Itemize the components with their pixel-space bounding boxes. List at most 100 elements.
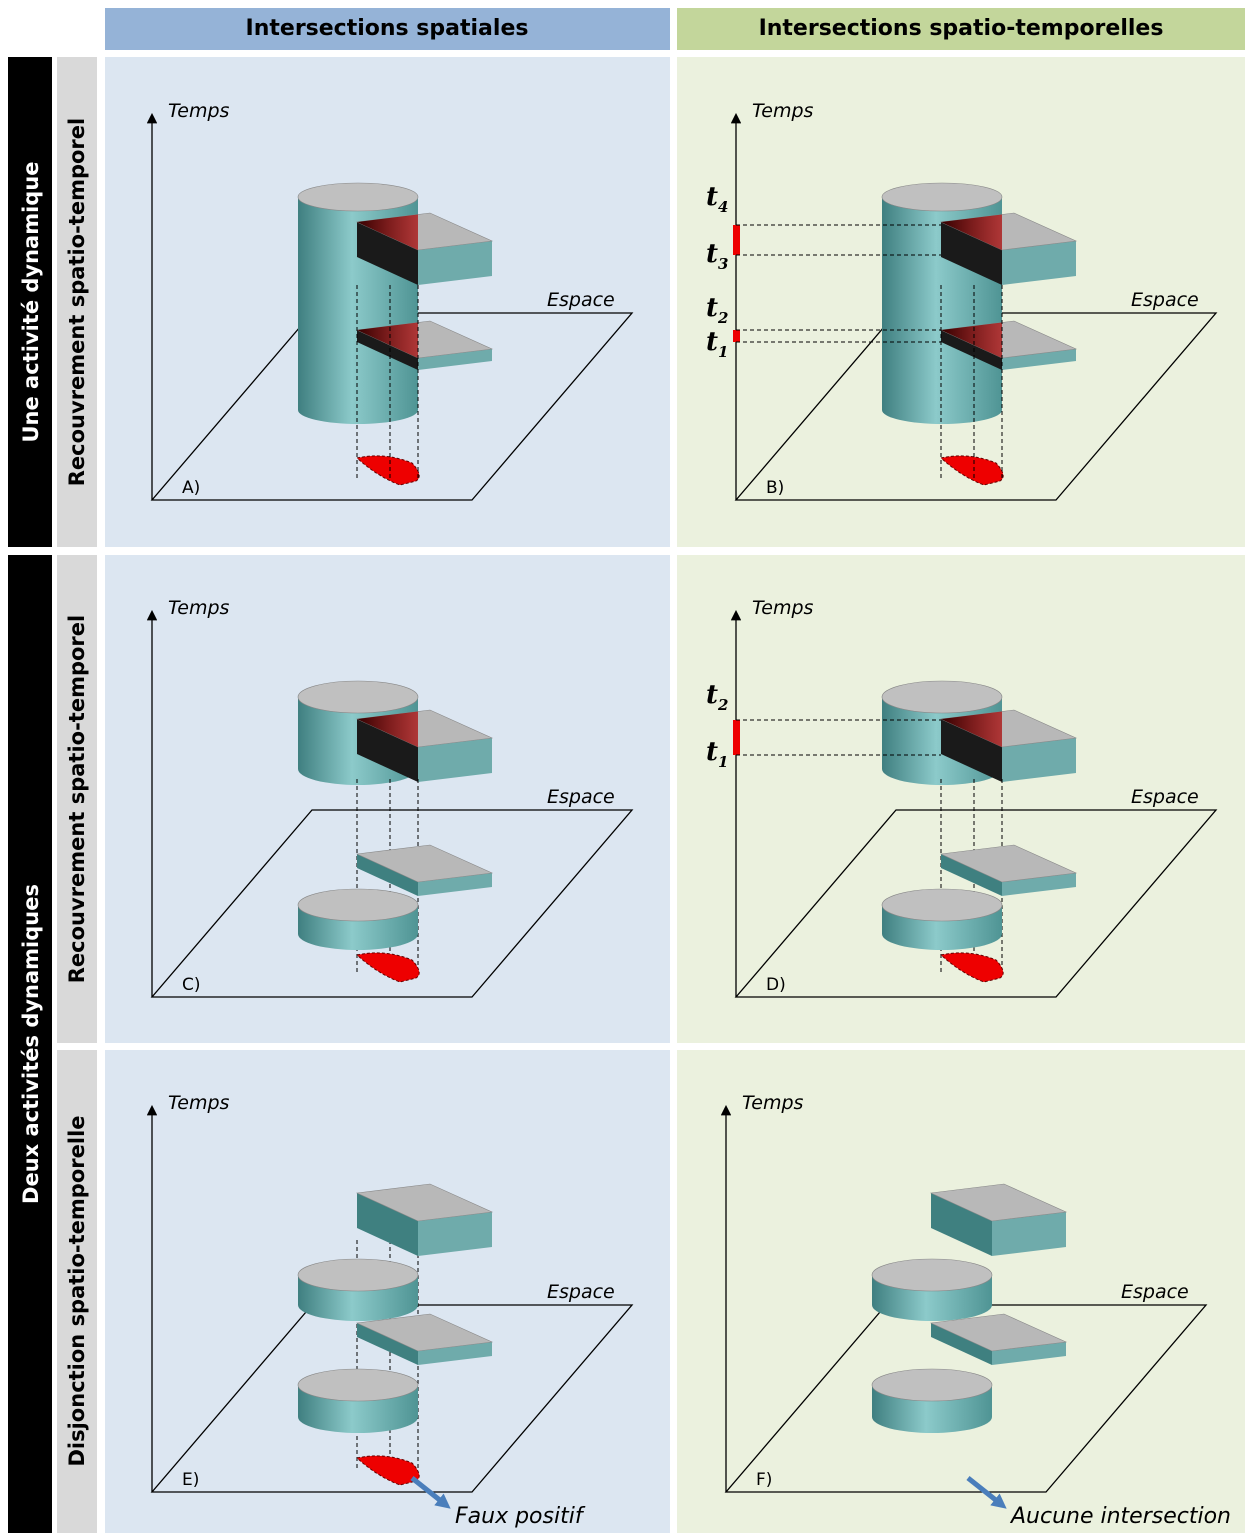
box-side — [931, 1193, 992, 1256]
time-interval — [733, 720, 740, 755]
box-top — [355, 1183, 494, 1222]
panel-label: E) — [182, 1470, 199, 1490]
intersection-footprint — [939, 455, 1004, 486]
axis-label: Temps — [752, 100, 814, 122]
axis-label: Temps — [168, 597, 230, 619]
cylinder-top — [871, 1258, 993, 1292]
box-side — [418, 1342, 492, 1365]
note: Faux positif — [455, 1504, 586, 1529]
cylinder-top — [297, 888, 419, 922]
arrow — [966, 1476, 1007, 1509]
intersection — [941, 711, 1002, 747]
column-header: Intersections spatiales — [246, 16, 529, 41]
arrow — [410, 1476, 451, 1509]
time-letter: t — [706, 239, 718, 269]
panel: Temps Espace F) Aucune intersection — [720, 1092, 1231, 1529]
intersection-footprint — [939, 952, 1004, 983]
panel: Temps Espace C) — [146, 597, 634, 998]
intersection — [357, 711, 418, 747]
cylinder-top — [297, 1368, 419, 1402]
intersection-footprint — [355, 455, 420, 486]
box-side — [418, 349, 492, 370]
panel-label: C) — [182, 975, 201, 995]
axis-label: Espace — [547, 1281, 615, 1303]
box-side — [992, 1212, 1066, 1256]
box-top — [929, 1313, 1068, 1352]
box-side — [941, 854, 1002, 896]
time-letter: t — [706, 680, 718, 710]
time-label: t2 — [706, 293, 728, 327]
row-group-bg — [8, 57, 52, 547]
box-top — [355, 1313, 494, 1352]
space-plane — [150, 809, 634, 998]
box-side — [418, 1212, 492, 1256]
time-subscript: 4 — [718, 198, 728, 216]
box-side — [418, 241, 492, 285]
box-side — [357, 222, 418, 285]
axis-label: Temps — [168, 1092, 230, 1114]
space-plane — [734, 809, 1218, 998]
time-subscript: 1 — [718, 343, 728, 361]
space-plane — [150, 1304, 634, 1493]
space-plane — [734, 312, 1218, 501]
box-top — [355, 844, 494, 883]
time-letter: t — [706, 327, 718, 357]
box-side — [992, 1342, 1066, 1365]
time-letter: t — [706, 293, 718, 323]
cylinder-top — [297, 680, 419, 714]
box-side — [1002, 738, 1076, 782]
axis-label: Temps — [752, 597, 814, 619]
row-header-bg — [57, 1050, 97, 1533]
row-header-bg — [57, 57, 97, 547]
row-group-label: Une activité dynamique — [19, 161, 43, 442]
row-header: Recouvrement spatio-temporel — [65, 118, 89, 486]
time-interval — [733, 330, 740, 342]
box-side — [941, 719, 1002, 782]
column-header: Intersections spatio-temporelles — [759, 16, 1164, 41]
intersection — [357, 322, 418, 358]
axis-label: Espace — [1121, 1281, 1189, 1303]
box-side — [357, 330, 418, 370]
time-label: t3 — [706, 239, 728, 273]
row-group-label: Deux activités dynamiques — [19, 884, 43, 1204]
space-plane — [150, 312, 634, 501]
time-label: t2 — [706, 680, 728, 714]
cylinder-top — [881, 182, 1003, 212]
row-group-bg — [8, 555, 52, 1533]
axis-label: Temps — [742, 1092, 804, 1114]
panel-label: F) — [756, 1470, 772, 1490]
box-side — [418, 738, 492, 782]
column-header-bg — [677, 8, 1245, 50]
time-letter: t — [706, 182, 718, 212]
note: Aucune intersection — [1009, 1504, 1231, 1529]
box-top — [929, 1183, 1068, 1222]
box-side — [1002, 241, 1076, 285]
axis-label: Espace — [1131, 289, 1199, 311]
panel-label: B) — [766, 478, 784, 498]
row-header: Disjonction spatio-temporelle — [65, 1115, 89, 1466]
panel-label: A) — [182, 478, 200, 498]
axis-label: Espace — [547, 786, 615, 808]
column-header-bg — [105, 8, 670, 50]
cylinder-top — [881, 680, 1003, 714]
time-subscript: 1 — [718, 753, 728, 771]
time-letter: t — [706, 737, 718, 767]
box-side — [941, 222, 1002, 285]
intersection — [941, 322, 1002, 358]
box-side — [357, 1323, 418, 1365]
box-side — [357, 719, 418, 782]
row-header-bg — [57, 555, 97, 1043]
box-side — [418, 873, 492, 896]
box-side — [1002, 349, 1076, 370]
cylinder-top — [297, 1258, 419, 1292]
panel: Temps Espace A) — [146, 100, 634, 501]
time-label: t1 — [706, 737, 728, 771]
panel-label: D) — [766, 975, 786, 995]
space-plane — [724, 1304, 1208, 1493]
box-side — [357, 854, 418, 896]
cylinder-top — [881, 888, 1003, 922]
time-interval — [733, 225, 740, 255]
